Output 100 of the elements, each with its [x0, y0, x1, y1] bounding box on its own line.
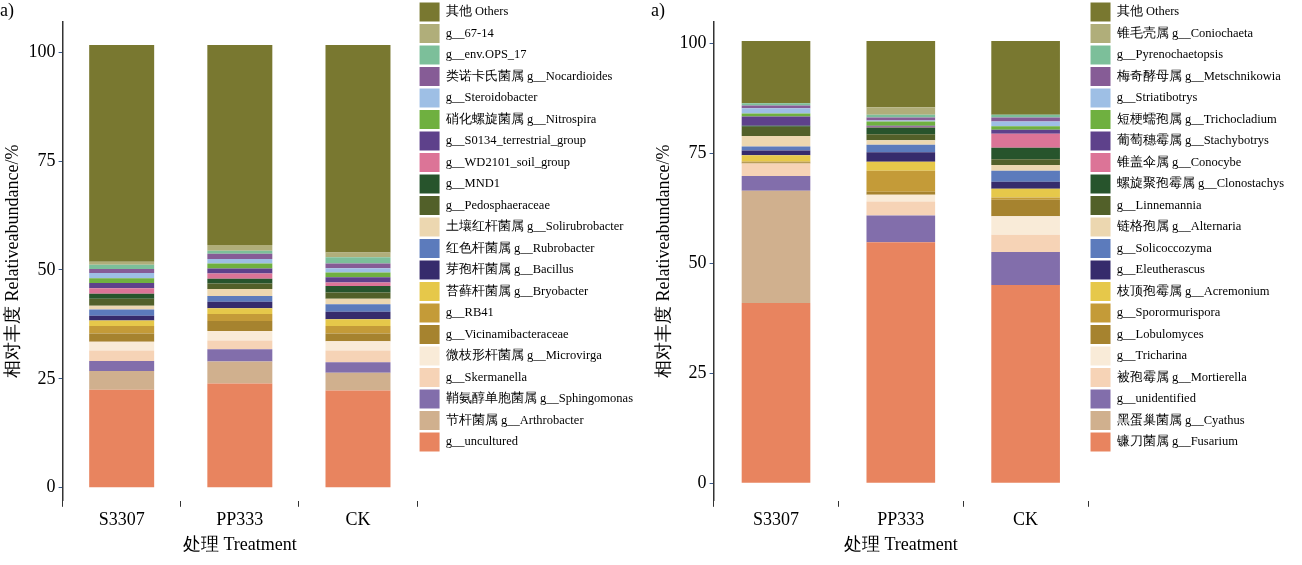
- legend-label: 锥盖伞属 g__Conocybe: [1115, 153, 1242, 169]
- bar: [207, 383, 273, 488]
- bar: [991, 133, 1060, 148]
- bar: [89, 370, 155, 390]
- x-tick-label: PP333: [877, 509, 925, 530]
- legend-label: g__Eleutherascus: [1116, 262, 1206, 277]
- bar: [89, 293, 155, 299]
- bar: [89, 326, 155, 334]
- bar: [207, 263, 273, 269]
- legend-label: g__Linnemannia: [1116, 197, 1202, 212]
- bar: [89, 261, 155, 265]
- bar: [89, 350, 155, 361]
- bar: [991, 147, 1060, 160]
- bar: [991, 126, 1060, 130]
- legend-label: 节杆菌属 g__Arthrobacter: [445, 412, 585, 427]
- legend-label: 硝化螺旋菌属 g__Nitrospira: [444, 111, 597, 126]
- bar: [207, 296, 273, 302]
- bar: [207, 250, 273, 254]
- y-tick-label: 50: [688, 252, 707, 273]
- bar: [991, 159, 1060, 165]
- bar: [991, 251, 1060, 285]
- bar: [325, 277, 391, 283]
- bar: [991, 40, 1060, 115]
- bar: [991, 181, 1060, 189]
- legend-label: 镰刀菌属 g__Fusarium: [1115, 434, 1239, 449]
- y-tick-label: 50: [37, 258, 56, 279]
- bar: [991, 216, 1060, 235]
- bar: [325, 304, 391, 312]
- bar: [741, 108, 811, 114]
- bar: [207, 245, 273, 251]
- bar: [89, 282, 155, 289]
- bar: [866, 152, 936, 162]
- bar: [991, 164, 1060, 171]
- legend-label: 微枝形杆菌属 g__Microvirga: [445, 348, 603, 363]
- bar: [325, 390, 391, 488]
- bar: [325, 45, 391, 253]
- y-tick-label: 25: [688, 362, 707, 383]
- legend-label: 芽孢杆菌属 g__Bacillus: [445, 262, 574, 277]
- legend-label: g__Lobulomyces: [1116, 326, 1204, 341]
- x-tick-label: CK: [345, 509, 371, 530]
- bar: [325, 263, 391, 269]
- bar: [741, 126, 811, 136]
- legend-label: 其他 Others: [1116, 4, 1180, 19]
- bar: [866, 161, 936, 171]
- bar: [89, 389, 155, 488]
- bar: [866, 144, 936, 153]
- legend-label: 苔藓杆菌属 g__Bryobacter: [445, 283, 590, 298]
- bar: [325, 268, 391, 273]
- y-axis-title: 相对丰度 Relativeabundance/%: [652, 144, 673, 378]
- legend-label: g__Skermanella: [445, 369, 528, 384]
- bar: [325, 326, 391, 334]
- bar: [325, 252, 391, 258]
- bar: [991, 284, 1060, 483]
- bar: [89, 278, 155, 283]
- bar: [741, 302, 811, 483]
- bar: [991, 197, 1060, 200]
- x-axis-title: 处理 Treatment: [843, 533, 958, 554]
- x-tick-label: S3307: [98, 509, 145, 530]
- bar: [207, 308, 273, 314]
- y-axis-title: 相对丰度 Relativeabundance/%: [1, 144, 22, 378]
- legend-label: 梅奇酵母属 g__Metschnikowia: [1115, 68, 1282, 83]
- x-tick-label: S3307: [752, 509, 800, 530]
- bar: [991, 199, 1060, 217]
- bar: [866, 107, 936, 115]
- bar: [741, 146, 811, 151]
- bar: [866, 170, 936, 192]
- y-tick-label: 75: [37, 149, 56, 170]
- legend-label: 黑蛋巢菌属 g__Cyathus: [1116, 412, 1245, 427]
- bar: [741, 135, 811, 147]
- legend-label: g__Steroidobacter: [445, 90, 539, 105]
- bar: [207, 259, 273, 264]
- legend-label: 类诺卡氏菌属 g__Nocardioides: [445, 68, 613, 83]
- bar: [741, 175, 811, 191]
- bar: [866, 215, 936, 243]
- legend-label: g__RB41: [445, 305, 494, 320]
- legend-label: g__67-14: [445, 25, 495, 40]
- bar: [741, 150, 811, 156]
- legend-label: 短梗蠕孢属 g__Trichocladium: [1116, 111, 1278, 126]
- bar: [866, 191, 936, 195]
- bar: [741, 190, 811, 303]
- bar: [207, 340, 273, 350]
- bar: [207, 253, 273, 260]
- y-tick-label: 100: [679, 32, 707, 53]
- bar: [325, 286, 391, 293]
- bar: [741, 163, 811, 176]
- bar: [866, 201, 936, 216]
- legend-label: g__Sporormurispora: [1116, 305, 1221, 320]
- bar: [89, 341, 155, 351]
- legend-label: g__Tricharina: [1116, 348, 1188, 363]
- bar: [866, 242, 936, 483]
- x-axis-title: 处理 Treatment: [182, 533, 297, 554]
- bar: [207, 349, 273, 362]
- bar: [89, 309, 155, 316]
- bar: [207, 301, 273, 309]
- bar: [207, 45, 273, 246]
- chart-title: a): [651, 0, 665, 21]
- bar: [325, 311, 391, 320]
- y-tick-label: 100: [28, 40, 56, 61]
- legend-label: g__uncultured: [445, 434, 519, 449]
- bar: [866, 134, 936, 141]
